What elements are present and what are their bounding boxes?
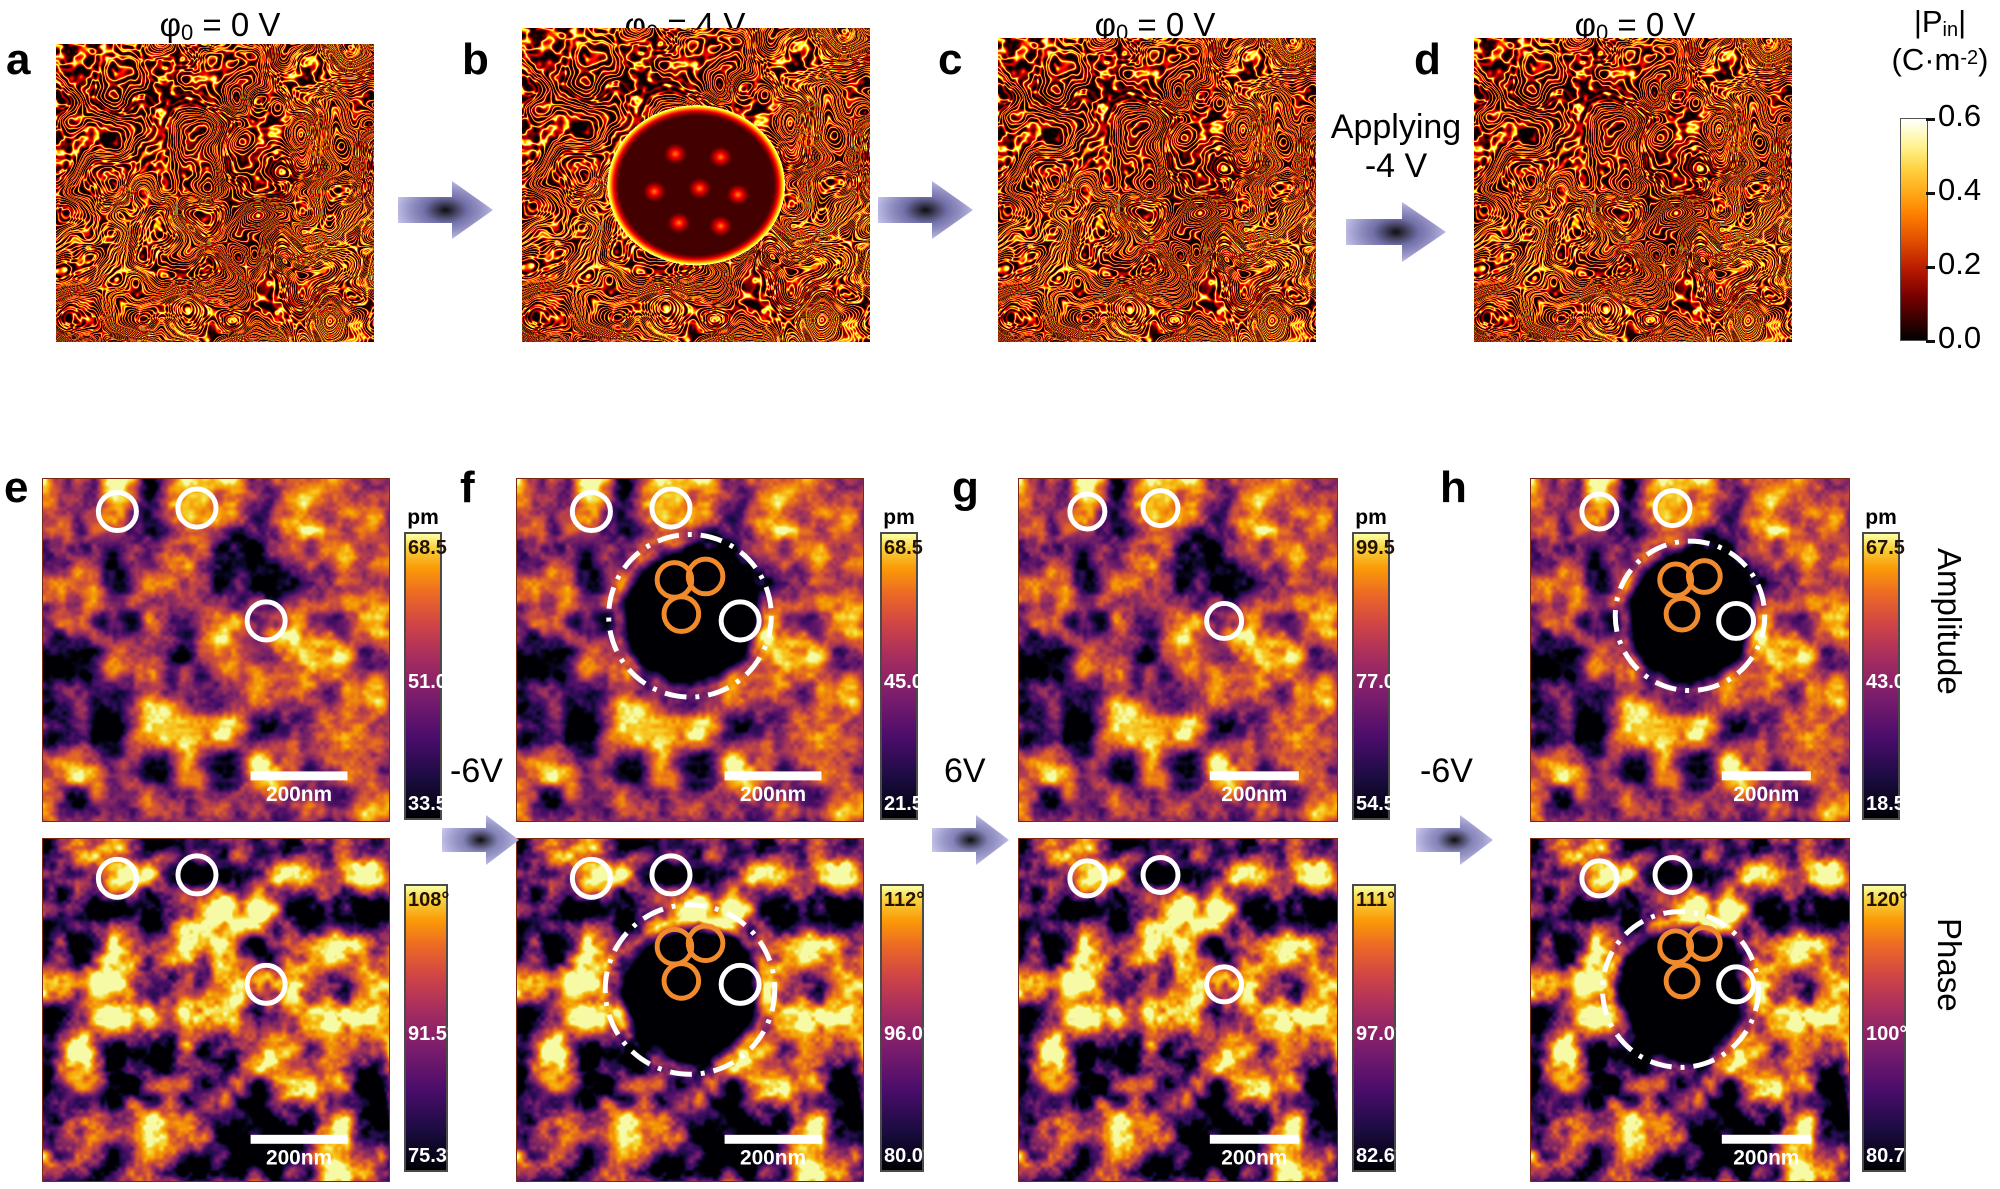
sim-colorbar-tick-2 <box>1926 266 1935 269</box>
pfm-phase-map-e: 200nm <box>42 838 390 1182</box>
panel-letter-e: e <box>4 463 29 512</box>
pfm-amp-colorbar-h-max: 67.5 <box>1866 537 1905 559</box>
step-label-cd: Applying -4 V <box>1330 108 1462 186</box>
pfm-phase-colorbar-h-max: 120° <box>1866 889 1908 911</box>
pfm-amp-colorbar-e-mid: 51.0 <box>408 671 447 693</box>
pfm-step-arrow-gh <box>1414 810 1496 870</box>
pfm-step-label-ef: -6V <box>450 752 503 790</box>
pfm-amp-colorbar-g-mid: 77.0 <box>1356 671 1395 693</box>
pfm-phase-colorbar-g: 111° 97.0° 82.6° <box>1352 884 1403 1172</box>
pfm-amp-colorbar-f-unit: pm <box>883 506 915 529</box>
pfm-amp-colorbar-g-max: 99.5 <box>1356 537 1395 559</box>
pfm-phase-colorbar-f-min: 80.0° <box>884 1145 931 1167</box>
pfm-amp-colorbar-e-max: 68.5 <box>408 537 447 559</box>
panel-letter-c: c <box>938 35 963 84</box>
pfm-amp-colorbar-g-unit: pm <box>1355 506 1387 529</box>
sim-colorbar-tick-1 <box>1926 192 1935 195</box>
pfm-amp-colorbar-g: pm 99.5 77.0 54.5 <box>1352 506 1395 820</box>
sim-colorbar-label-06: 0.6 <box>1938 98 1982 133</box>
pfm-phase-colorbar-g-mid: 97.0° <box>1356 1023 1403 1045</box>
pfm-phase-colorbar-g-min: 82.6° <box>1356 1145 1403 1167</box>
pfm-step-arrow-fg <box>930 810 1012 870</box>
pfm-phase-colorbar-e: 108° 91.5° 75.3° <box>404 884 455 1172</box>
sim-colorbar-label-02: 0.2 <box>1938 246 1982 281</box>
step-arrow-bc <box>876 175 976 245</box>
panel-letter-b: b <box>462 35 489 84</box>
step-arrow-ab <box>396 175 496 245</box>
pfm-phase-colorbar-g-max: 111° <box>1356 889 1396 911</box>
pfm-amp-colorbar-f: pm 68.5 45.0 21.5 <box>880 506 923 820</box>
pfm-amp-colorbar-f-mid: 45.0 <box>884 671 923 693</box>
pfm-phase-colorbar-h-mid: 100° <box>1866 1023 1908 1045</box>
pfm-phase-map-f: 200nm <box>516 838 864 1182</box>
pfm-phase-colorbar-h-min: 80.7° <box>1866 1145 1913 1167</box>
panel-letter-h: h <box>1440 463 1467 512</box>
pfm-amplitude-map-h: 200nm <box>1530 478 1850 822</box>
pfm-amp-colorbar-e-unit: pm <box>407 506 439 529</box>
sim-condition-label-a: φ0 = 0 V <box>159 6 281 45</box>
row-label-phase: Phase <box>1931 918 1968 1012</box>
pfm-amplitude-map-f: 200nm <box>516 478 864 822</box>
pfm-step-arrow-ef <box>440 810 522 870</box>
pfm-phase-colorbar-e-max: 108° <box>408 889 450 911</box>
sim-map-a <box>56 44 374 342</box>
sim-map-c <box>998 38 1316 342</box>
sim-map-b <box>522 28 870 342</box>
pfm-amp-colorbar-h-mid: 43.0 <box>1866 671 1905 693</box>
sim-map-d <box>1474 38 1792 342</box>
pfm-amplitude-map-e: 200nm <box>42 478 390 822</box>
pfm-amp-colorbar-e: pm 68.5 51.0 33.5 <box>404 506 447 820</box>
panel-letter-f: f <box>460 463 475 512</box>
row-label-amplitude: Amplitude <box>1931 548 1968 695</box>
pfm-amp-colorbar-e-min: 33.5 <box>408 793 447 815</box>
sim-colorbar-title: |Pin| (C·m-2) <box>1891 4 1989 77</box>
pfm-amp-colorbar-f-min: 21.5 <box>884 793 923 815</box>
sim-condition-label-c: φ0 = 0 V <box>1094 6 1216 45</box>
pfm-amp-colorbar-h: pm 67.5 43.0 18.5 <box>1862 506 1905 820</box>
sim-condition-label-d: φ0 = 0 V <box>1574 6 1696 45</box>
sim-colorbar-label-00: 0.0 <box>1938 320 1982 355</box>
pfm-amp-colorbar-h-unit: pm <box>1865 506 1897 529</box>
pfm-amp-colorbar-f-max: 68.5 <box>884 537 923 559</box>
pfm-phase-map-g: 200nm <box>1018 838 1338 1182</box>
pfm-amp-colorbar-g-min: 54.5 <box>1356 793 1395 815</box>
sim-colorbar <box>1900 118 1928 341</box>
pfm-phase-colorbar-e-mid: 91.5° <box>408 1023 455 1045</box>
sim-colorbar-tick-0 <box>1926 118 1935 121</box>
sim-colorbar-tick-3 <box>1926 340 1935 343</box>
panel-letter-g: g <box>952 463 979 512</box>
sim-colorbar-label-04: 0.4 <box>1938 172 1982 207</box>
pfm-phase-colorbar-h: 120° 100° 80.7° <box>1862 884 1913 1172</box>
pfm-phase-colorbar-f: 112° 96.0° 80.0° <box>880 884 931 1172</box>
panel-letter-a: a <box>6 35 31 84</box>
pfm-phase-map-h: 200nm <box>1530 838 1850 1182</box>
pfm-step-label-fg: 6V <box>944 752 986 790</box>
pfm-phase-colorbar-e-min: 75.3° <box>408 1145 455 1167</box>
pfm-phase-colorbar-f-max: 112° <box>884 889 925 911</box>
pfm-amp-colorbar-h-min: 18.5 <box>1866 793 1905 815</box>
pfm-amplitude-map-g: 200nm <box>1018 478 1338 822</box>
panel-letter-d: d <box>1414 35 1441 84</box>
pfm-step-label-gh: -6V <box>1420 752 1473 790</box>
step-arrow-cd <box>1344 196 1449 268</box>
pfm-phase-colorbar-f-mid: 96.0° <box>884 1023 931 1045</box>
